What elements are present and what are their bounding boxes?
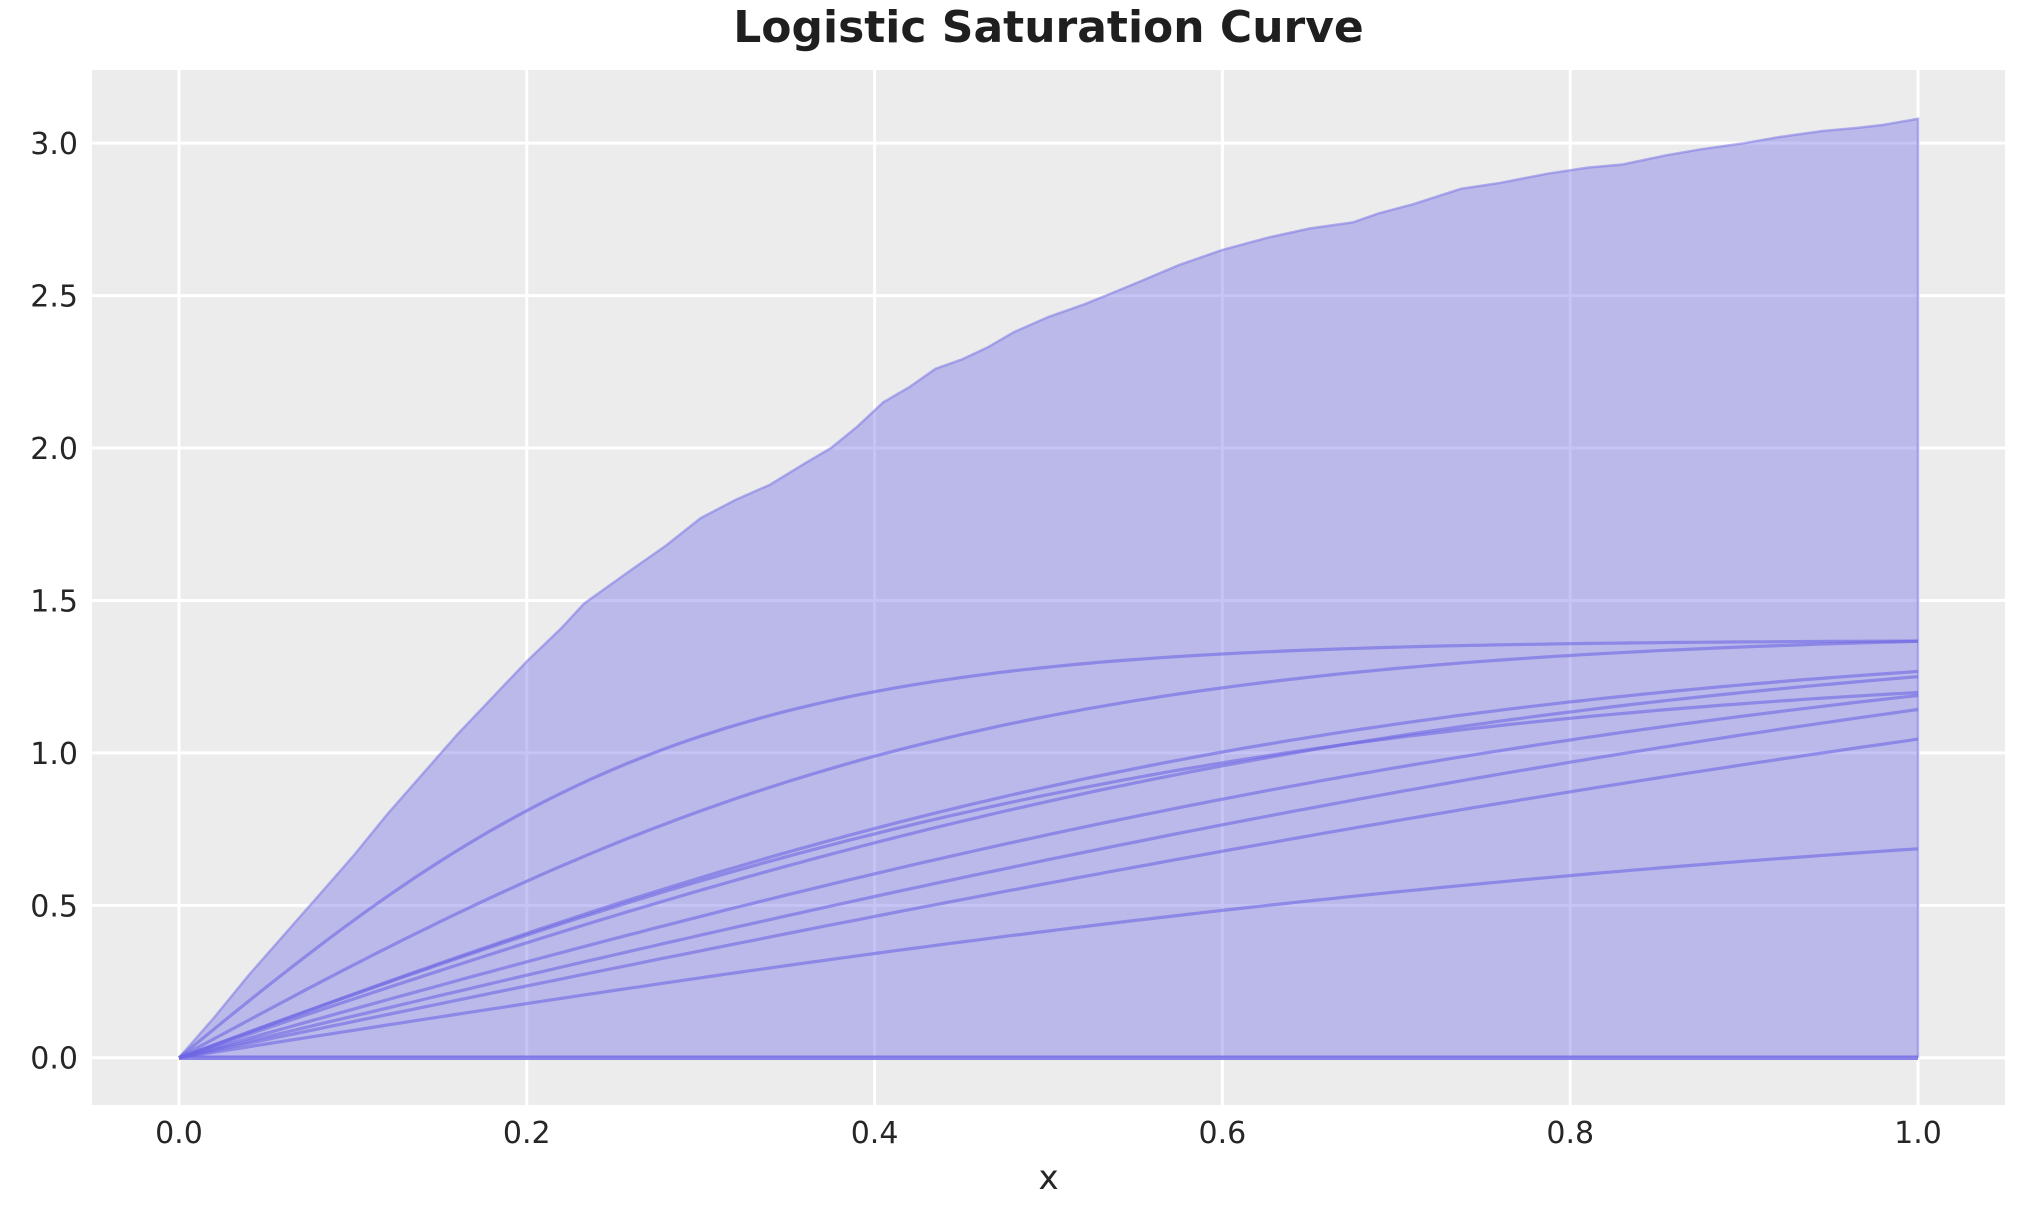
y-tick-label: 0.5	[30, 889, 78, 924]
sample-curve-7	[178, 707, 1919, 1060]
y-tick-label: 3.0	[30, 127, 78, 162]
sample-curve-4	[178, 675, 1919, 1060]
uncertainty-band	[179, 118, 1918, 1058]
sample-curve-9	[178, 847, 1919, 1060]
sample-curve-2	[178, 639, 1919, 1060]
y-tick-label: 2.5	[30, 280, 78, 315]
y-tick-label: 1.0	[30, 737, 78, 772]
x-tick-label: 0.0	[155, 1116, 203, 1151]
x-tick-label: 0.6	[1199, 1116, 1247, 1151]
sample-curve-5	[178, 690, 1919, 1060]
sample-curve-8	[178, 737, 1919, 1060]
x-tick-label: 0.4	[851, 1116, 899, 1151]
y-tick-label: 2.0	[30, 432, 78, 467]
x-axis-label: x	[1038, 1158, 1059, 1198]
x-tick-label: 1.0	[1894, 1116, 1942, 1151]
x-tick-label: 0.2	[503, 1116, 551, 1151]
y-tick-label: 1.5	[30, 584, 78, 619]
x-tick-label: 0.8	[1546, 1116, 1594, 1151]
chart-title: Logistic Saturation Curve	[733, 2, 1364, 53]
uncertainty-band-edge	[178, 117, 1920, 1059]
sample-curve-1	[177, 639, 1919, 1059]
y-tick-label: 0.0	[30, 1042, 78, 1077]
sample-curve-6	[178, 693, 1919, 1060]
